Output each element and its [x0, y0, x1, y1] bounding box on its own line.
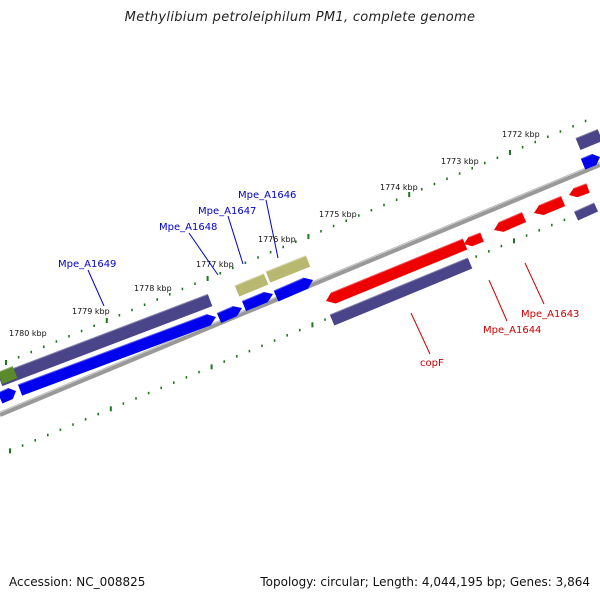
label-leader-line — [87, 269, 105, 307]
label-leader-line — [227, 215, 244, 265]
genome-title: Methylibium petroleiphilum PM1, complete… — [124, 10, 476, 25]
gene-label[interactable]: copF — [420, 358, 444, 369]
cds-reverse[interactable] — [567, 182, 590, 199]
rna-feature[interactable] — [234, 272, 269, 297]
kbp-label: 1780 kbp — [9, 329, 47, 338]
cds-forward[interactable] — [0, 386, 18, 404]
feature-track[interactable] — [0, 128, 600, 404]
cds-reverse-copf[interactable] — [324, 237, 468, 306]
rna-feature[interactable] — [265, 254, 311, 283]
label-leader-line — [410, 312, 431, 355]
label-leader-line — [524, 262, 545, 305]
gene-labels[interactable]: Mpe_A1646 Mpe_A1647 Mpe_A1648 Mpe_A1649 Mpe_… — [58, 190, 579, 369]
kbp-label: 1774 kbp — [380, 183, 418, 192]
cds-reverse-mpe-a1643[interactable] — [532, 194, 566, 218]
cds-forward-mpe-a1647[interactable] — [241, 289, 275, 312]
cds-forward-mpe-a1649[interactable] — [17, 311, 218, 396]
cds-forward-mpe-a1648[interactable] — [216, 303, 244, 324]
cds-forward-mpe-a1646[interactable] — [273, 274, 316, 302]
gene-band[interactable] — [573, 201, 599, 221]
gene-label[interactable]: Mpe_A1643 — [521, 309, 579, 320]
cds-forward[interactable] — [580, 151, 600, 170]
kbp-label: 1779 kbp — [72, 307, 110, 316]
label-leader-line — [188, 232, 219, 276]
gene-label[interactable]: Mpe_A1644 — [483, 325, 541, 336]
kbp-label: 1776 kbp — [258, 235, 296, 244]
gene-label[interactable]: Mpe_A1646 — [238, 190, 296, 201]
misc-feature[interactable] — [0, 365, 18, 385]
kbp-label: 1778 kbp — [134, 284, 172, 293]
gene-label[interactable]: Mpe_A1648 — [159, 222, 217, 233]
cds-reverse[interactable] — [462, 231, 484, 248]
kbp-label: 1777 kbp — [196, 260, 234, 269]
accession-label: Accession: NC_008825 — [9, 575, 146, 589]
gene-band[interactable] — [329, 256, 473, 326]
gene-band[interactable] — [575, 128, 600, 151]
gene-label[interactable]: Mpe_A1647 — [198, 206, 256, 217]
kbp-scale-labels: 1772 kbp 1773 kbp 1774 kbp 1775 kbp 1776 kbp… — [9, 130, 540, 338]
topology-label: Topology: circular; Length: 4,044,195 bp… — [260, 575, 590, 589]
label-leader-line — [265, 199, 279, 259]
label-leaders — [87, 199, 545, 355]
cds-reverse-mpe-a1644[interactable] — [492, 211, 527, 235]
label-leader-line — [488, 279, 508, 322]
gene-band[interactable] — [0, 292, 213, 387]
kbp-label: 1772 kbp — [502, 130, 540, 139]
kbp-label: 1775 kbp — [319, 210, 357, 219]
kbp-label: 1773 kbp — [441, 157, 479, 166]
gene-label[interactable]: Mpe_A1649 — [58, 259, 116, 270]
